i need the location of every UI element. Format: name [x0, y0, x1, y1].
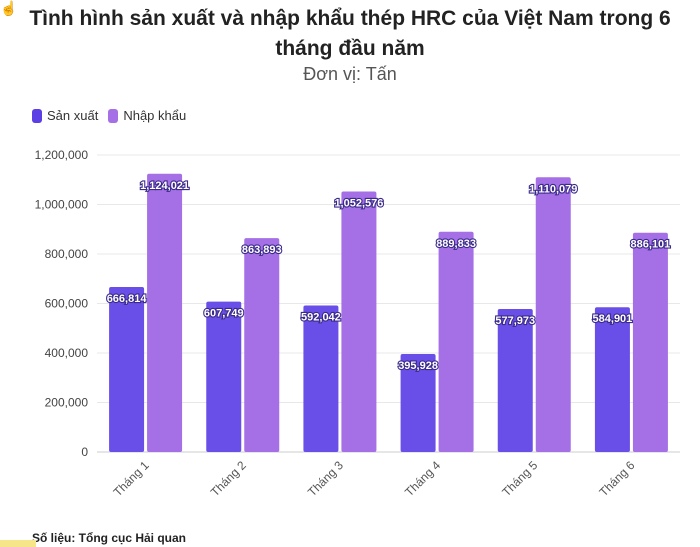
x-tick-label: Tháng 2 [208, 458, 249, 499]
chart-subtitle: Đơn vị: Tấn [303, 64, 397, 84]
bar-nhap-khau [147, 173, 183, 452]
bar-san-xuat [109, 286, 145, 452]
data-label: 592,042 [301, 311, 341, 323]
data-label: 886,101 [631, 239, 671, 251]
legend-item-nhap-khau[interactable]: Nhập khẩu [108, 108, 186, 123]
bar-san-xuat [206, 301, 242, 452]
data-label: 584,901 [593, 313, 633, 325]
data-label: 889,833 [436, 238, 476, 250]
y-tick-label: 800,000 [45, 247, 89, 261]
legend-label-san-xuat: Sản xuất [47, 108, 99, 123]
source-note: Số liệu: Tổng cục Hải quan [32, 531, 187, 545]
data-label: 1,124,021 [140, 180, 189, 192]
x-tick-label: Tháng 3 [305, 458, 346, 499]
chart-title: Tình hình sản xuất và nhập khẩu thép HRC… [29, 7, 671, 60]
bar-nhap-khau [244, 238, 280, 452]
bar-chart: 0 200,000 400,000 600,000 800,000 1,000,000 1,… [35, 148, 680, 499]
cursor-icon: ☝ [0, 0, 18, 16]
bar-nhap-khau [535, 177, 571, 453]
data-label: 863,893 [242, 244, 282, 256]
legend-label-nhap-khau: Nhập khẩu [123, 108, 187, 123]
bar-san-xuat [497, 308, 533, 452]
legend-swatch-nhap-khau [108, 108, 119, 123]
x-tick-label: Tháng 5 [499, 458, 540, 499]
x-tick-label: Tháng 4 [402, 458, 443, 499]
x-tick-label: Tháng 6 [596, 458, 637, 499]
y-tick-label: 0 [81, 445, 88, 459]
data-label: 395,928 [398, 360, 438, 372]
legend-swatch-san-xuat [32, 108, 42, 123]
x-tick-label: Tháng 1 [111, 458, 152, 499]
bar-nhap-khau [341, 191, 377, 453]
data-label: 1,052,576 [334, 197, 383, 209]
bar-san-xuat [303, 305, 339, 452]
chart-legend: Sản xuất Nhập khẩu [32, 108, 186, 123]
bar-san-xuat [594, 307, 630, 452]
bar-nhap-khau [632, 232, 668, 452]
y-tick-label: 1,000,000 [35, 198, 89, 212]
data-label: 607,749 [204, 308, 244, 320]
legend-item-san-xuat[interactable]: Sản xuất [32, 108, 98, 123]
y-tick-label: 200,000 [45, 396, 89, 410]
data-label: 666,814 [107, 293, 148, 305]
data-label: 1,110,079 [529, 183, 577, 195]
data-label: 577,973 [495, 315, 535, 327]
bar-san-xuat [400, 354, 436, 452]
y-tick-label: 600,000 [45, 297, 89, 311]
y-tick-label: 1,200,000 [35, 148, 89, 162]
bottom-tag [0, 540, 36, 547]
bar-nhap-khau [438, 231, 474, 452]
y-tick-label: 400,000 [45, 346, 89, 360]
